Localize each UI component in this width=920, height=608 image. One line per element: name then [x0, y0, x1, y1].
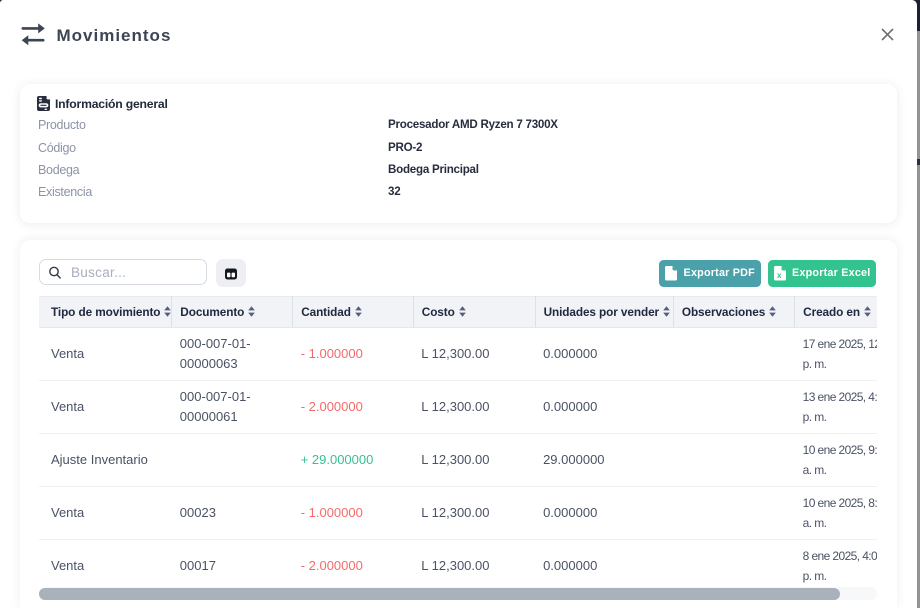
svg-text:x: x [777, 271, 782, 280]
